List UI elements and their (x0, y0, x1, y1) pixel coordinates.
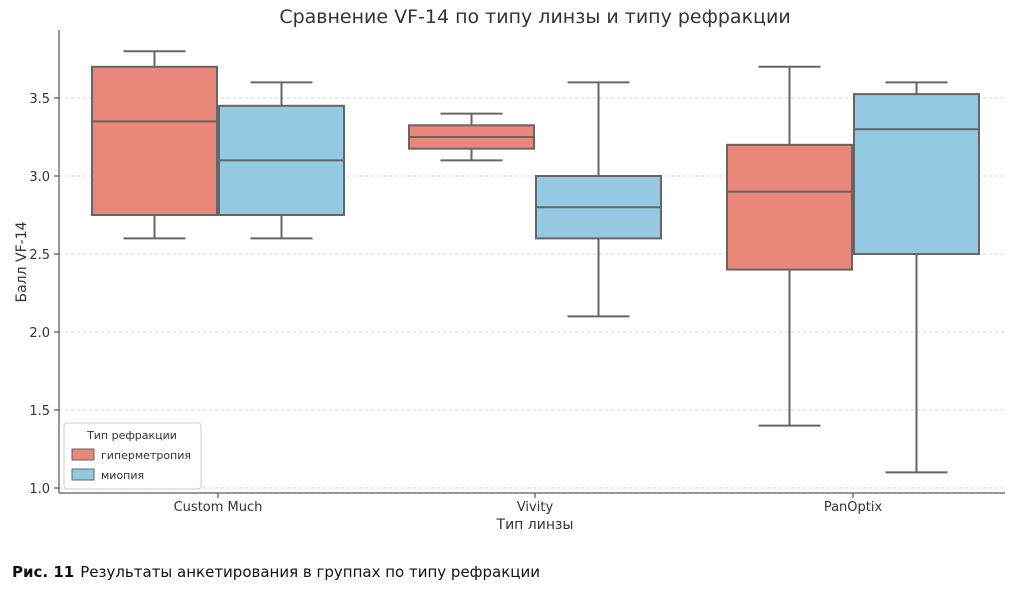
box-iqr (853, 93, 980, 255)
x-axis-label: Тип линзы (496, 517, 574, 533)
x-tick-label: Vivity (517, 500, 554, 515)
box-iqr (726, 143, 853, 271)
figure-caption-label: Рис. 11 (12, 563, 75, 581)
x-tick-label: Custom Much (174, 500, 263, 515)
box-hyperopia-2 (726, 65, 853, 427)
legend: Тип рефракции гиперметропия миопия (63, 422, 202, 490)
y-axis-label: Балл VF-14 (14, 221, 30, 302)
y-tick-label: 2.5 (29, 248, 50, 263)
legend-swatch-hyperopia (71, 448, 95, 461)
box-myopia-1 (535, 81, 662, 318)
box-plot-chart: Сравнение VF-14 по типу линзы и типу реф… (14, 6, 1005, 533)
x-ticks: Custom Much Vivity PanOptix (174, 493, 883, 515)
chart-title: Сравнение VF-14 по типу линзы и типу реф… (279, 6, 790, 28)
legend-swatch-myopia (71, 468, 95, 481)
y-tick-label: 1.5 (29, 404, 50, 419)
box-hyperopia-1 (408, 112, 535, 162)
figure-caption-text: Результаты анкетирования в группах по ти… (80, 563, 540, 581)
legend-label-hyperopia: гиперметропия (101, 449, 191, 462)
box-myopia-0 (218, 81, 345, 240)
x-tick-label: PanOptix (824, 500, 883, 515)
legend-title: Тип рефракции (86, 429, 177, 442)
y-tick-label: 3.5 (29, 92, 50, 107)
y-tick-label: 3.0 (29, 170, 50, 185)
y-tick-label: 2.0 (29, 326, 50, 341)
box-hyperopia-0 (91, 50, 218, 240)
y-ticks: 1.0 1.5 2.0 2.5 3.0 3.5 (29, 92, 59, 497)
y-tick-label: 1.0 (29, 482, 50, 497)
box-myopia-2 (853, 81, 980, 474)
legend-frame (63, 422, 202, 490)
legend-label-myopia: миопия (101, 469, 144, 482)
box-iqr (91, 65, 218, 216)
boxes (91, 50, 980, 474)
figure-caption: Рис. 11 Результаты анкетирования в группа… (12, 563, 540, 581)
